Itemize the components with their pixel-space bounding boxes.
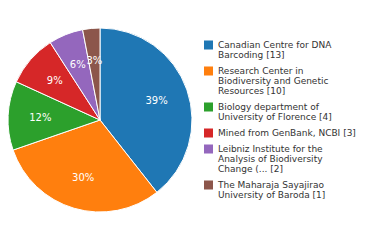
legend-label: Biology department ofUniversity of Flore… (218, 102, 332, 122)
legend-item: The Maharaja SayajiraoUniversity of Baro… (204, 180, 325, 200)
data-label: 30% (72, 172, 94, 183)
legend-swatch (204, 67, 213, 76)
legend-item: Leibniz Institute for theAnalysis of Bio… (204, 144, 323, 174)
pie-slice (83, 28, 100, 120)
legend-label: The Maharaja SayajiraoUniversity of Baro… (217, 180, 325, 200)
data-label: 39% (145, 95, 167, 106)
legend-swatch (204, 129, 213, 138)
pie (8, 28, 192, 212)
data-label: 9% (47, 75, 63, 86)
legend-label: Leibniz Institute for theAnalysis of Bio… (218, 144, 323, 174)
legend-label: Research Center inBiodiversity and Genet… (218, 66, 328, 96)
chart: 39% 30% 12% 9% 6%3% Canadian Centre for DNABa… (0, 0, 380, 240)
data-label: 3% (86, 55, 102, 66)
legend-item: Biology department ofUniversity of Flore… (204, 102, 332, 122)
data-label: 12% (29, 112, 51, 123)
legend-swatch (204, 41, 213, 50)
legend-label: Mined from GenBank, NCBI [3] (218, 128, 356, 138)
data-labels: 39% 30% 12% 9% 6%3% (29, 55, 167, 183)
legend-item: Research Center inBiodiversity and Genet… (204, 66, 328, 96)
legend-item: Mined from GenBank, NCBI [3] (204, 128, 356, 138)
legend: Canadian Centre for DNABarcoding [13] Res… (204, 40, 356, 200)
legend-swatch (204, 145, 213, 154)
legend-label: Canadian Centre for DNABarcoding [13] (218, 40, 332, 60)
legend-item: Canadian Centre for DNABarcoding [13] (204, 40, 332, 60)
data-label: 6% (70, 59, 86, 70)
legend-swatch (204, 103, 213, 112)
legend-swatch (204, 181, 213, 190)
